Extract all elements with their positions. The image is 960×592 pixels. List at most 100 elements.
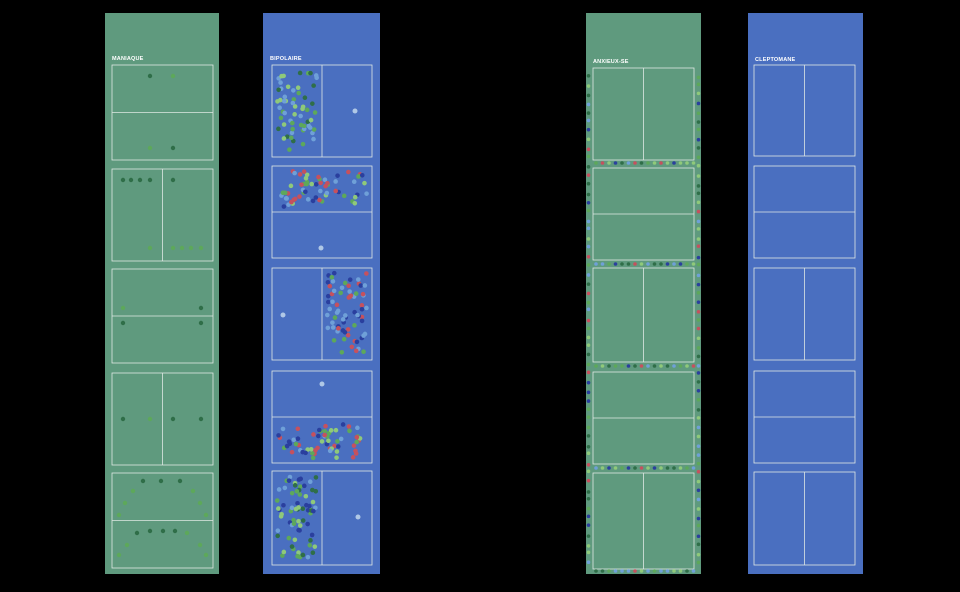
dot — [586, 200, 591, 205]
dot — [289, 199, 294, 205]
dot — [696, 174, 701, 178]
dot — [659, 262, 663, 266]
dot — [696, 127, 701, 132]
dot — [586, 380, 591, 385]
dot — [633, 161, 637, 165]
dot — [355, 277, 361, 282]
dot — [586, 282, 591, 286]
dot — [276, 506, 281, 511]
dot — [282, 190, 288, 196]
dot — [696, 227, 701, 231]
dot — [678, 466, 683, 470]
dot — [316, 174, 321, 180]
dot — [137, 177, 143, 183]
dot — [659, 466, 663, 470]
dot — [594, 364, 598, 368]
dot — [659, 161, 663, 165]
dot — [338, 436, 344, 442]
dot — [586, 307, 591, 312]
dot — [289, 505, 295, 511]
dot — [626, 569, 631, 573]
dot — [620, 364, 624, 368]
dot — [292, 104, 298, 109]
dot — [696, 371, 701, 375]
dot — [586, 147, 591, 152]
dot — [303, 493, 309, 499]
dot — [328, 428, 334, 433]
dot — [311, 83, 316, 88]
dot — [613, 161, 618, 165]
dot — [696, 137, 701, 142]
dot — [282, 485, 288, 491]
dot — [346, 424, 352, 429]
dot — [334, 310, 340, 315]
dot — [696, 488, 701, 493]
dot — [290, 138, 296, 144]
dot — [346, 169, 351, 175]
dot — [696, 364, 701, 368]
dot — [696, 346, 701, 350]
dot — [696, 523, 701, 528]
dot — [586, 300, 591, 305]
dot — [586, 343, 591, 347]
dot — [352, 323, 357, 328]
dot — [696, 262, 701, 267]
dot — [696, 434, 701, 439]
dot — [586, 263, 591, 267]
dot — [300, 506, 306, 512]
dot — [336, 326, 341, 331]
dot — [284, 443, 290, 449]
dot — [586, 560, 591, 564]
dot — [685, 466, 689, 470]
dot — [626, 364, 631, 368]
dot — [672, 161, 676, 165]
dot — [696, 244, 701, 248]
dot — [352, 194, 358, 200]
dot — [586, 335, 591, 340]
dot — [305, 447, 310, 452]
dot — [313, 73, 319, 78]
dot — [678, 161, 683, 165]
dot — [360, 291, 366, 297]
dot — [294, 489, 300, 494]
dot — [696, 146, 701, 150]
dot — [330, 299, 335, 305]
dot — [170, 145, 176, 151]
dot — [696, 552, 701, 557]
dot — [317, 197, 322, 203]
dot — [639, 466, 644, 470]
dot — [170, 177, 176, 183]
dot — [652, 262, 657, 266]
dot — [295, 553, 300, 559]
dot — [358, 283, 364, 288]
dot — [280, 553, 285, 558]
dot — [318, 180, 323, 186]
dot — [292, 112, 297, 117]
dot — [288, 135, 294, 141]
dot — [279, 511, 284, 517]
dot — [586, 506, 591, 511]
dot — [672, 466, 676, 470]
dot — [281, 122, 287, 127]
dot — [297, 194, 302, 199]
dot — [678, 262, 683, 266]
dot — [295, 426, 301, 432]
dot — [672, 364, 676, 368]
dot — [586, 244, 591, 249]
dot — [652, 466, 657, 470]
dot — [594, 466, 598, 470]
dot — [696, 397, 701, 402]
dot — [307, 479, 313, 485]
dot — [696, 184, 701, 188]
dot — [696, 111, 701, 116]
dot — [586, 407, 591, 411]
dot — [633, 466, 637, 470]
dot — [323, 183, 328, 189]
dot — [172, 528, 178, 534]
dot — [198, 416, 204, 422]
dot — [600, 161, 605, 165]
dot — [586, 451, 591, 456]
dot — [286, 439, 292, 444]
dot — [289, 490, 295, 496]
dot — [147, 177, 153, 183]
